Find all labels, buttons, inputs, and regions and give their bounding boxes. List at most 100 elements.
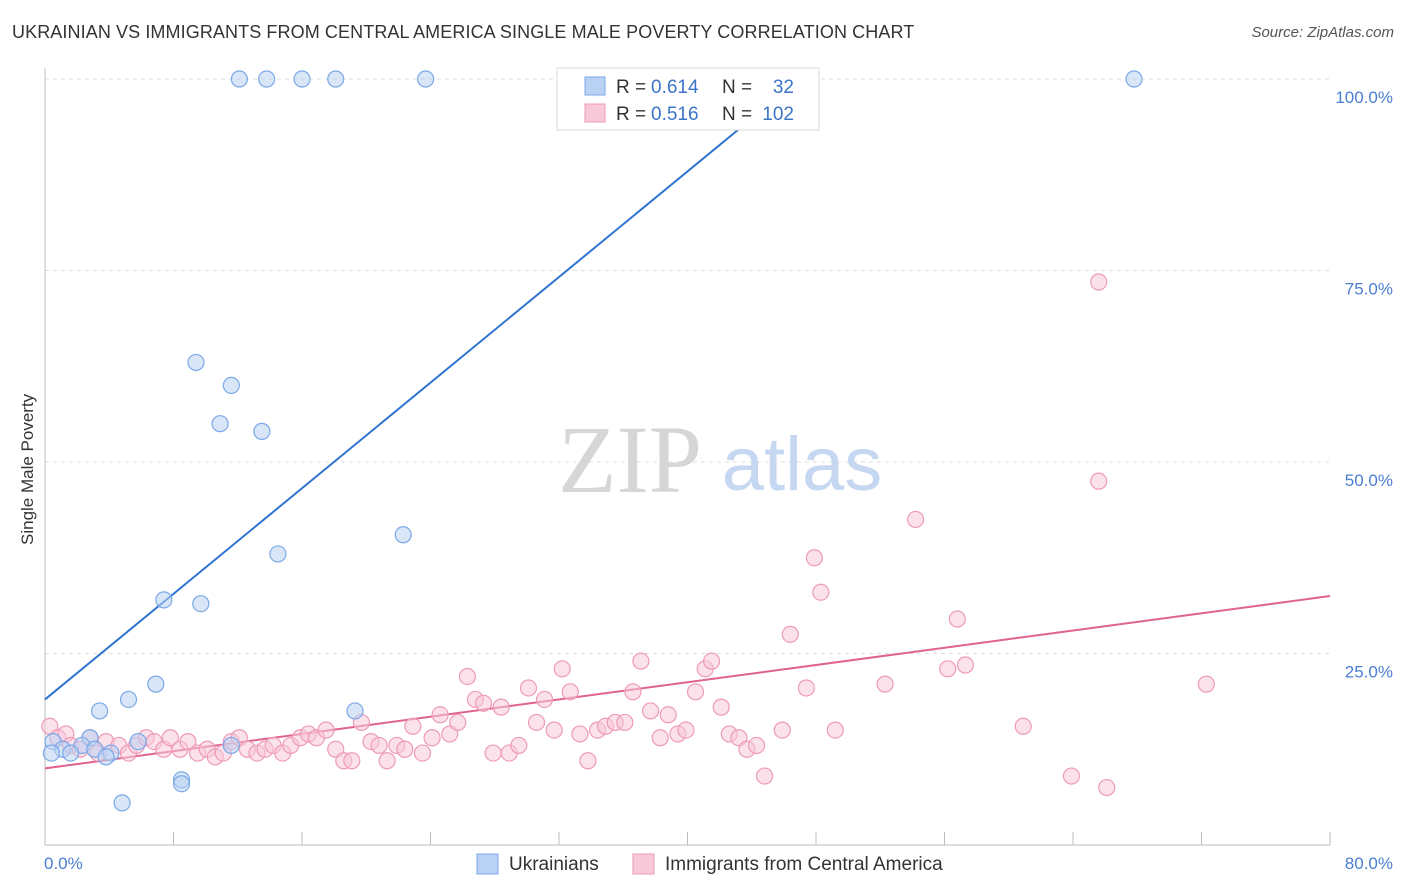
point-central-america: [747, 736, 766, 755]
point-central-america: [484, 744, 502, 762]
point-ukrainians: [222, 736, 240, 755]
point-ukrainians: [97, 748, 115, 766]
point-central-america: [632, 652, 650, 670]
source-label: Source: ZipAtlas.com: [1251, 24, 1394, 41]
grid-lines: [45, 78, 1330, 654]
point-ukrainians: [211, 415, 229, 433]
point-central-america: [343, 752, 361, 770]
point-ukrainians: [327, 70, 345, 88]
bottom-legend: Ukrainians Immigrants from Central Americ…: [476, 853, 943, 875]
point-ukrainians: [42, 744, 61, 762]
point-central-america: [876, 675, 894, 693]
point-central-america: [370, 736, 388, 755]
point-ukrainians: [230, 70, 248, 88]
point-central-america: [1098, 778, 1116, 797]
point-central-america: [1014, 717, 1032, 735]
point-central-america: [519, 679, 538, 697]
y-tick-label: 100.0%: [1335, 88, 1393, 107]
point-central-america: [773, 721, 791, 739]
point-ukrainians: [172, 775, 191, 793]
point-central-america: [797, 679, 815, 697]
point-central-america: [1062, 767, 1080, 785]
point-central-america: [545, 721, 563, 739]
point-central-america: [659, 706, 677, 724]
point-central-america: [579, 752, 597, 770]
point-ukrainians: [62, 744, 80, 762]
legend-n-label: N =: [722, 77, 752, 98]
point-ukrainians: [269, 545, 287, 563]
point-central-america: [1090, 472, 1108, 490]
point-central-america: [616, 713, 634, 732]
point-central-america: [1197, 675, 1215, 693]
point-central-america: [553, 660, 571, 678]
watermark-zip: ZIP: [558, 406, 702, 513]
point-central-america: [812, 583, 830, 601]
point-central-america: [378, 752, 396, 770]
y-tick-label: 75.0%: [1345, 280, 1393, 299]
point-central-america: [686, 683, 705, 701]
watermark-atlas: atlas: [722, 422, 883, 507]
axes: 25.0% 50.0% 75.0% 100.0% 0.0% 80.0%: [44, 68, 1393, 873]
point-central-america: [161, 729, 179, 747]
point-central-america: [948, 610, 966, 628]
point-ukrainians: [258, 70, 276, 88]
point-ukrainians: [192, 595, 210, 613]
legend-n-value: 102: [762, 104, 794, 125]
point-ukrainians: [91, 702, 109, 720]
point-ukrainians: [113, 794, 131, 812]
point-central-america: [702, 652, 721, 670]
point-central-america: [561, 683, 579, 701]
legend-r-value: 0.516: [651, 104, 699, 125]
point-central-america: [677, 721, 695, 739]
legend-r-label: R =: [616, 104, 646, 125]
legend-r-label: R =: [616, 77, 646, 98]
point-ukrainians: [394, 526, 412, 544]
bottom-legend-swatch: [476, 853, 499, 875]
point-central-america: [906, 510, 925, 529]
point-central-america: [1090, 273, 1108, 291]
point-central-america: [179, 732, 197, 751]
trend-line-ukrainians: [44, 78, 801, 701]
point-central-america: [939, 660, 957, 678]
point-central-america: [651, 729, 669, 747]
point-central-america: [413, 744, 432, 762]
point-ukrainians: [253, 422, 271, 440]
point-central-america: [535, 690, 554, 709]
point-ukrainians: [1125, 70, 1143, 88]
bottom-legend-swatch: [632, 853, 655, 875]
point-ukrainians: [187, 353, 205, 372]
legend-swatch: [584, 76, 606, 96]
point-central-america: [712, 698, 730, 716]
point-ukrainians: [119, 690, 138, 709]
legend-r-value: 0.614: [651, 77, 699, 98]
y-axis-label: Single Male Poverty: [18, 393, 37, 545]
point-central-america: [423, 729, 441, 747]
point-central-america: [404, 717, 422, 735]
point-central-america: [755, 767, 774, 785]
legend-box: R = 0.614 N = 32 R = 0.516 N = 102: [556, 67, 820, 131]
point-central-america: [492, 698, 510, 716]
y-tick-label: 25.0%: [1345, 663, 1393, 682]
legend-swatch: [584, 103, 606, 123]
bottom-legend-label: Immigrants from Central America: [665, 854, 943, 875]
chart-title: UKRAINIAN VS IMMIGRANTS FROM CENTRAL AME…: [12, 22, 915, 42]
point-ukrainians: [293, 70, 311, 88]
trend-line-central-america: [44, 595, 1331, 770]
legend-n-value: 32: [773, 77, 794, 98]
point-ukrainians: [129, 732, 147, 751]
point-central-america: [458, 667, 477, 686]
x-tick-label: 80.0%: [1345, 854, 1393, 873]
point-central-america: [624, 683, 642, 701]
point-central-america: [641, 702, 660, 720]
point-ukrainians: [417, 70, 435, 88]
point-ukrainians: [346, 702, 364, 720]
point-central-america: [317, 721, 335, 739]
point-ukrainians: [155, 591, 173, 609]
point-ukrainians: [147, 675, 165, 693]
point-central-america: [805, 549, 823, 567]
point-central-america: [474, 694, 493, 712]
data-points: [41, 70, 1215, 812]
bottom-legend-label: Ukrainians: [509, 854, 599, 875]
point-central-america: [449, 713, 467, 732]
